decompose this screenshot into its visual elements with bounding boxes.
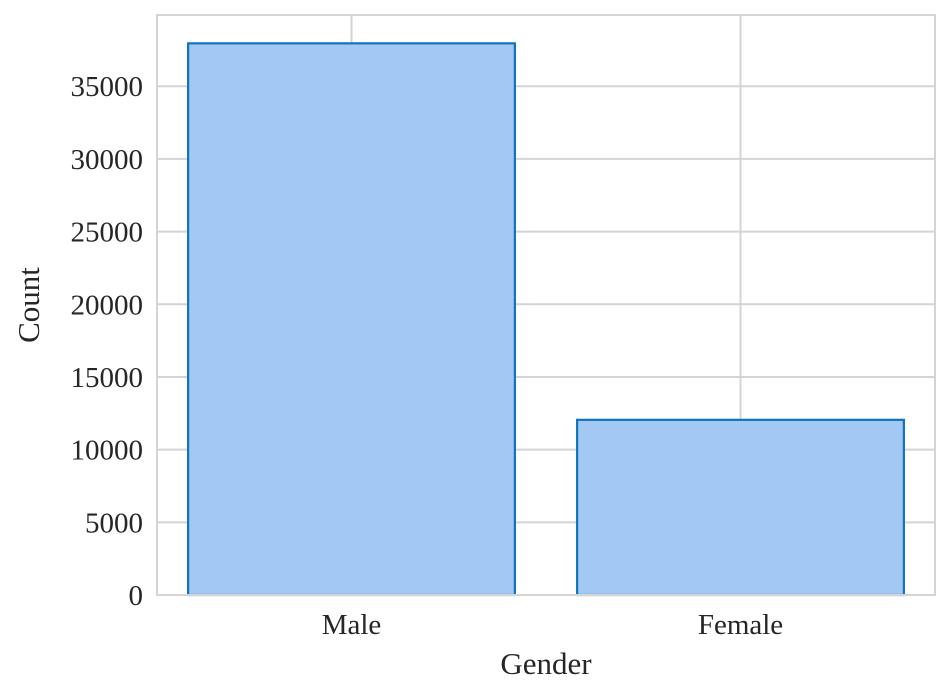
y-axis-title: Count: [11, 267, 46, 343]
x-axis-title: Gender: [500, 646, 592, 681]
plot-frame: [156, 14, 936, 596]
y-tick-label: 30000: [71, 144, 144, 176]
bar-female: [576, 418, 905, 597]
x-tick-label: Female: [698, 609, 783, 641]
y-tick-label: 10000: [71, 435, 144, 467]
y-tick-label: 20000: [71, 289, 144, 321]
y-tick-label: 5000: [85, 507, 143, 539]
bar-male: [187, 42, 516, 597]
x-tick-label: Male: [322, 609, 382, 641]
bars: [187, 42, 905, 597]
y-tick-label: 0: [129, 580, 144, 612]
y-tick-label: 25000: [71, 217, 144, 249]
y-axis-tick-labels: 0 5000 10000 15000 20000 25000 30000 35000: [71, 71, 144, 612]
y-tick-label: 35000: [71, 71, 144, 103]
y-tick-label: 15000: [71, 362, 144, 394]
x-axis-tick-labels: Male Female: [322, 609, 783, 641]
